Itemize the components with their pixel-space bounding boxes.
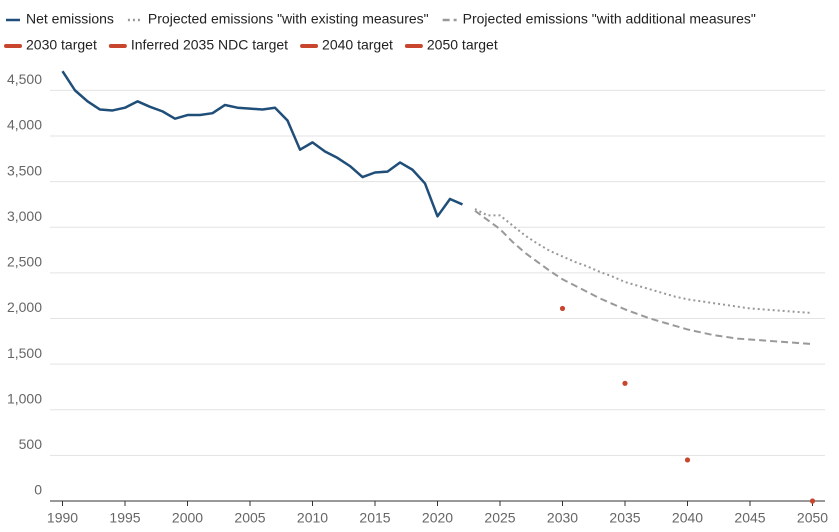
x-tick-label: 2045 xyxy=(734,510,765,526)
y-tick-label: 4,500 xyxy=(7,71,42,87)
target-point xyxy=(684,457,691,463)
x-tick-label: 2025 xyxy=(484,510,515,526)
legend-label: Inferred 2035 NDC target xyxy=(131,37,288,53)
target-point xyxy=(622,380,628,386)
y-tick-label: 4,000 xyxy=(7,117,42,133)
x-tick-label: 2015 xyxy=(359,510,390,526)
x-tick-label: 2040 xyxy=(672,510,703,526)
legend-label: Projected emissions "with existing measu… xyxy=(148,11,429,27)
legend-label: 2050 target xyxy=(427,37,498,53)
x-tick-label: 1990 xyxy=(47,510,78,526)
y-tick-label: 500 xyxy=(19,436,43,452)
x-tick-label: 2035 xyxy=(609,510,640,526)
y-tick-label: 2,500 xyxy=(7,254,42,270)
series-line xyxy=(474,208,813,315)
y-tick-label: 3,000 xyxy=(7,208,42,224)
legend-label: 2040 target xyxy=(322,37,393,53)
x-tick-label: 2000 xyxy=(172,510,203,526)
target-point xyxy=(809,498,816,504)
x-tick-label: 2010 xyxy=(297,510,328,526)
x-tick-label: 2020 xyxy=(422,510,453,526)
y-tick-label: 3,500 xyxy=(7,162,42,178)
x-tick-label: 2005 xyxy=(234,510,265,526)
y-tick-label: 0 xyxy=(34,482,42,498)
legend-label: 2030 target xyxy=(26,37,97,53)
target-point xyxy=(559,305,566,312)
x-tick-label: 1995 xyxy=(109,510,140,526)
legend-label: Projected emissions "with additional mea… xyxy=(463,11,756,27)
series-line xyxy=(474,210,813,346)
y-tick-label: 2,000 xyxy=(7,299,42,315)
x-tick-label: 2050 xyxy=(797,510,828,526)
series-line xyxy=(61,70,464,218)
y-tick-label: 1,500 xyxy=(7,345,42,361)
y-tick-label: 1,000 xyxy=(7,390,42,406)
x-tick-label: 2030 xyxy=(547,510,578,526)
legend-label: Net emissions xyxy=(26,11,114,27)
